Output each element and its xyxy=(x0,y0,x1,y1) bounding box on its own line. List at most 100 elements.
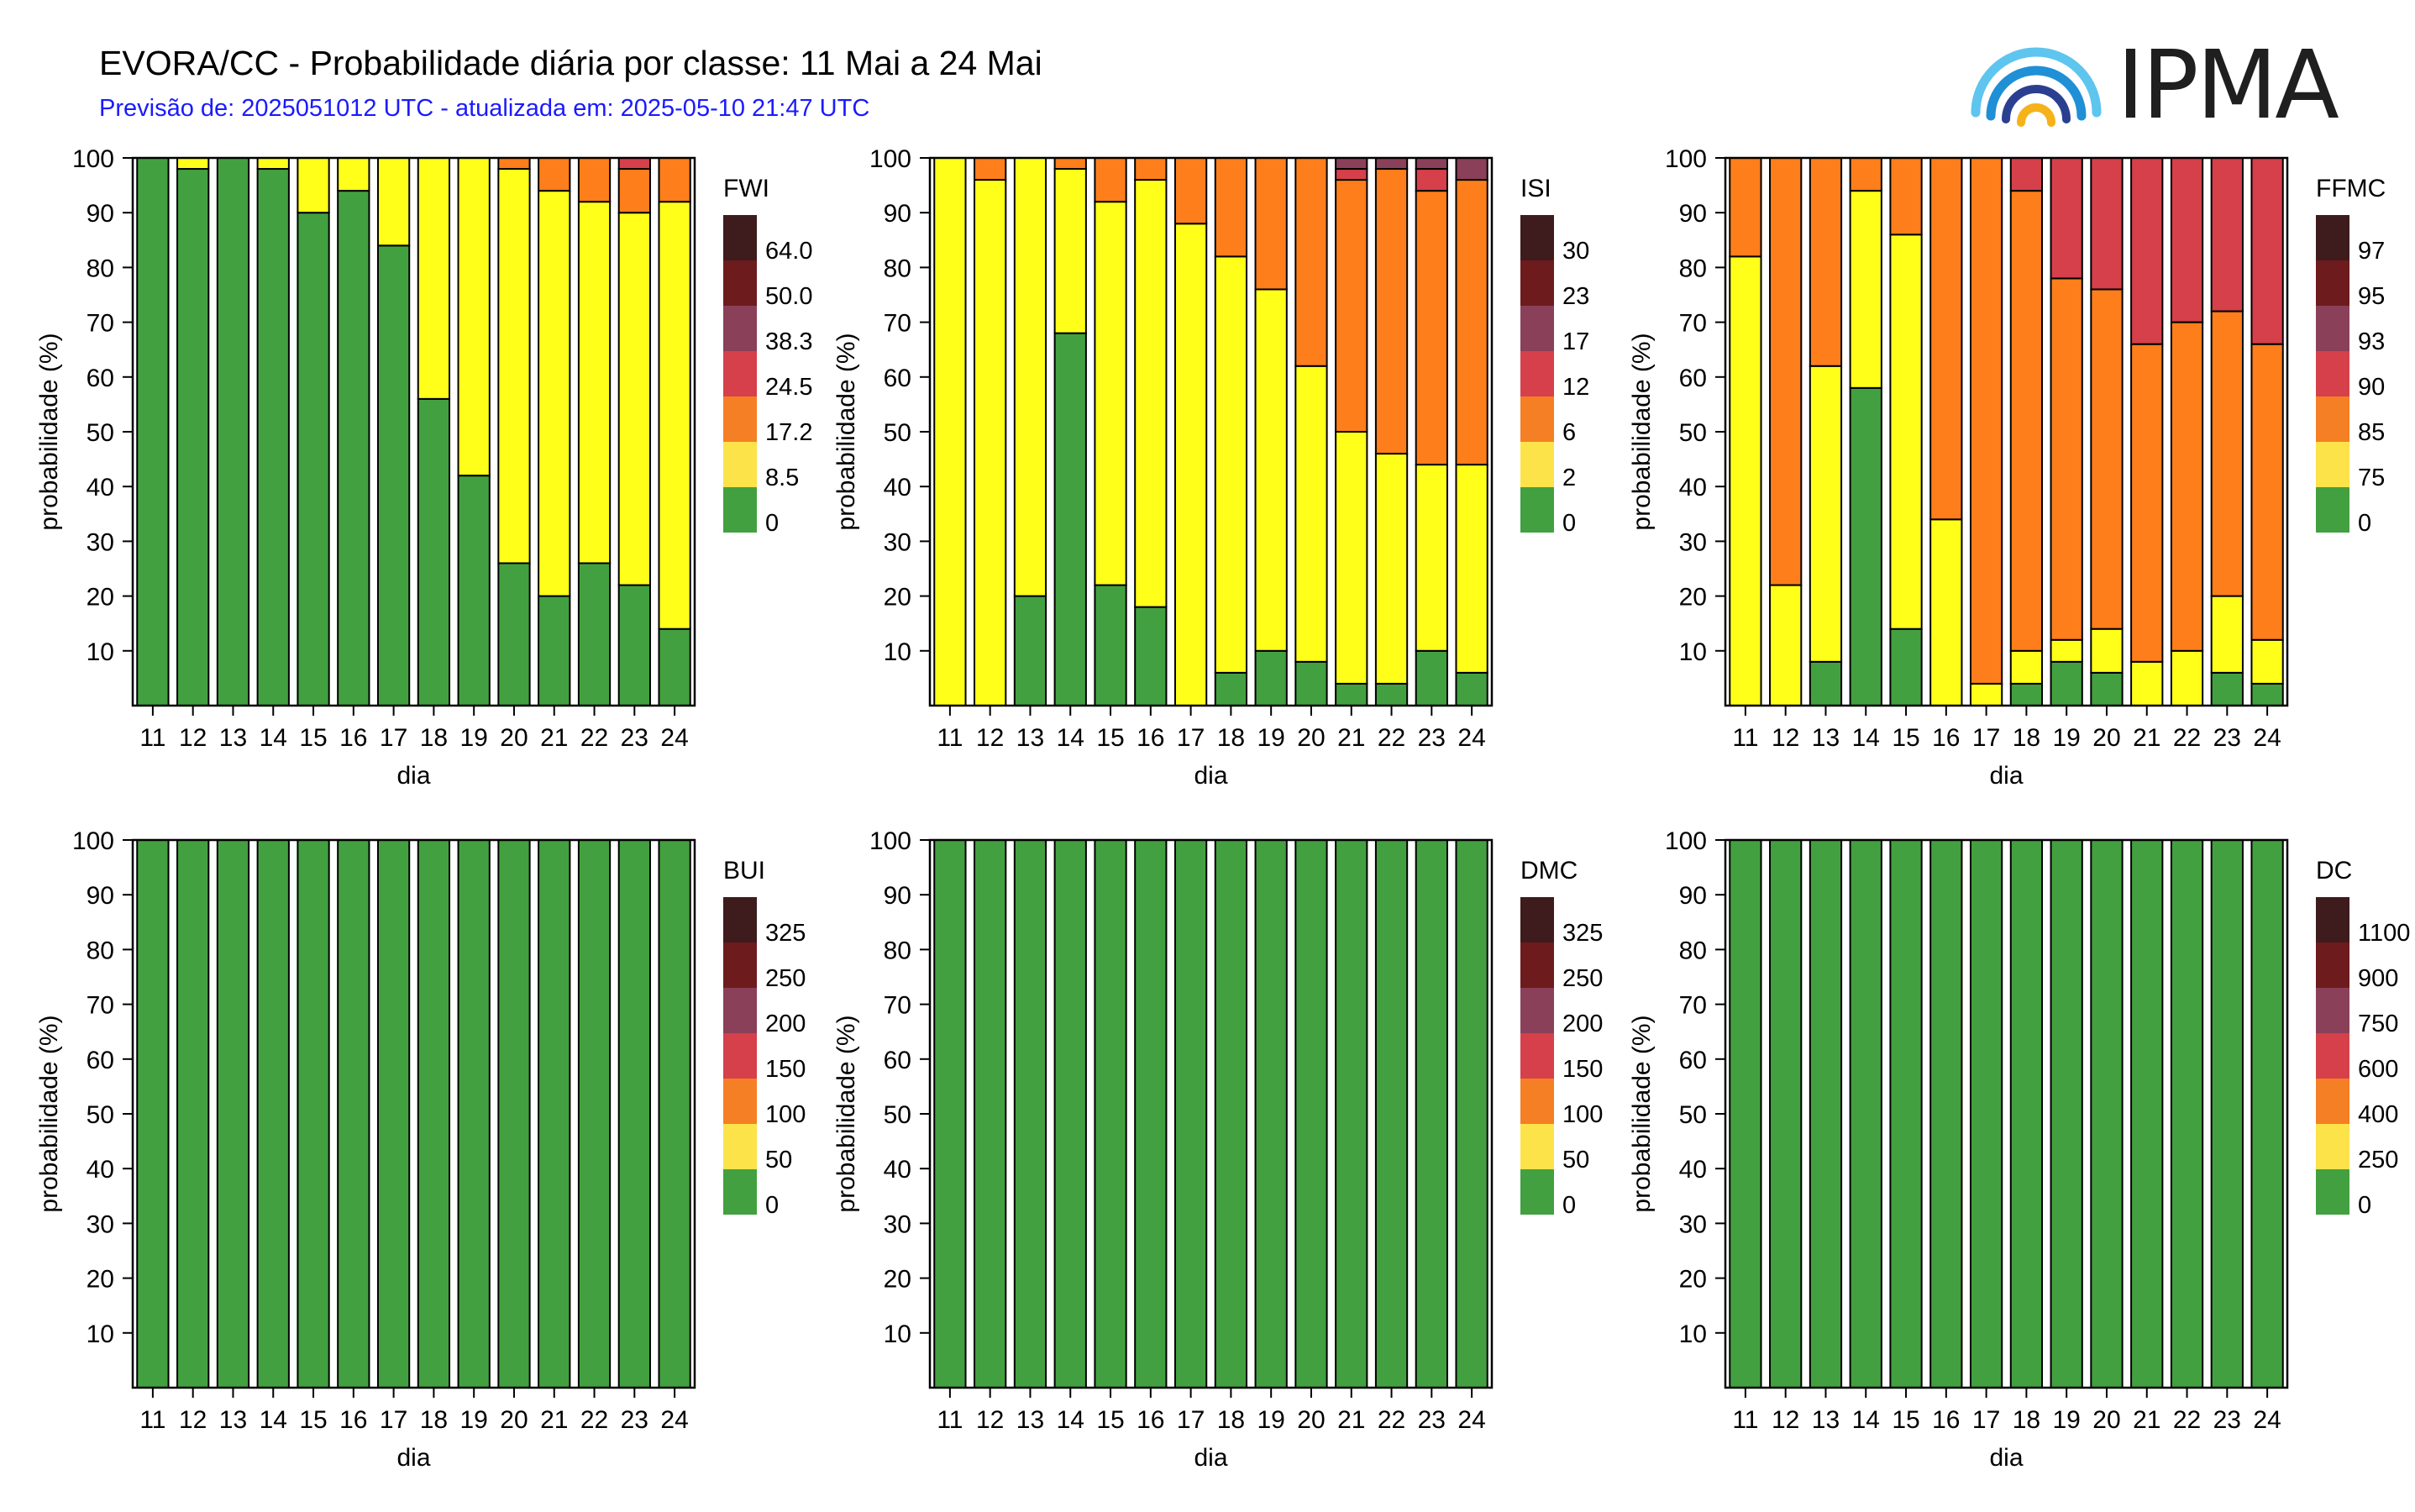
bar-segment xyxy=(2210,310,2244,597)
y-tick-label: 80 xyxy=(884,937,911,964)
bar-segment xyxy=(176,157,210,171)
legend-swatch xyxy=(2316,215,2349,260)
x-tick-label: 17 xyxy=(1177,724,1205,752)
y-tick-label: 50 xyxy=(87,419,114,447)
x-tick-label: 15 xyxy=(1892,724,1919,752)
x-tick-label: 15 xyxy=(299,724,327,752)
y-tick-label: 30 xyxy=(87,528,114,556)
bar-segment xyxy=(1415,168,1448,192)
chart-panel-dc: 10 20 30 40 50 60 70 80 90 100 11 12 13 14 15 16 17 18 19 2… xyxy=(1628,827,2410,1472)
bar-segment xyxy=(1929,839,1963,1389)
legend-title: DMC xyxy=(1520,857,1578,885)
y-tick-label: 90 xyxy=(884,882,911,910)
bar-segment xyxy=(538,157,571,192)
bar-segment xyxy=(497,562,531,706)
bar-segment xyxy=(1455,157,1488,181)
x-axis-label: dia xyxy=(1194,1444,1227,1472)
bar-segment xyxy=(136,157,170,706)
legend-label: 0 xyxy=(1562,510,1576,537)
y-tick-label: 90 xyxy=(1679,200,1707,228)
legend-swatch xyxy=(2316,1033,2349,1079)
legend-label: 50.0 xyxy=(765,283,812,310)
y-tick-label: 60 xyxy=(87,1047,114,1074)
x-tick-label: 11 xyxy=(1732,1406,1758,1434)
bar-segment xyxy=(577,839,612,1389)
bar-segment xyxy=(1094,584,1127,706)
legend-swatch xyxy=(723,942,757,988)
bar-segment xyxy=(2009,157,2044,192)
bar-segment xyxy=(1254,839,1288,1389)
y-tick-label: 10 xyxy=(1679,638,1707,666)
bar-segment xyxy=(617,839,651,1389)
bar-segment xyxy=(1415,649,1448,706)
bar-segment xyxy=(1809,839,1843,1389)
x-axis-label: dia xyxy=(1194,762,1227,790)
bar-segment xyxy=(1455,179,1488,466)
legend-title: BUI xyxy=(723,857,765,885)
bar-segment xyxy=(1455,839,1488,1389)
legend-label: 30 xyxy=(1562,238,1589,265)
y-tick-label: 10 xyxy=(87,638,114,666)
bar-segment xyxy=(1769,584,1803,706)
legend-label: 97 xyxy=(2358,238,2385,265)
x-tick-label: 21 xyxy=(1337,1406,1365,1434)
legend-label: 200 xyxy=(765,1011,806,1037)
bar-segment xyxy=(2250,682,2284,706)
ipma-logo-text: IPMA xyxy=(2117,31,2339,140)
bar-segment xyxy=(617,212,651,586)
bar-segment xyxy=(1294,157,1328,367)
bar-segment xyxy=(1094,201,1127,586)
legend-swatch xyxy=(723,988,757,1033)
legend-swatch xyxy=(723,442,757,487)
y-tick-label: 40 xyxy=(1679,474,1707,501)
bar-segment xyxy=(1849,386,1882,706)
y-axis-label: probabilidade (%) xyxy=(1628,1015,1656,1212)
y-tick-label: 40 xyxy=(1679,1156,1707,1184)
bar-segment xyxy=(297,839,330,1389)
legend-swatch xyxy=(1520,442,1554,487)
legend-label: 100 xyxy=(1562,1101,1603,1128)
legend-swatch xyxy=(2316,1079,2349,1124)
legend-label: 325 xyxy=(1562,920,1603,947)
bar-segment xyxy=(1214,157,1248,258)
x-tick-label: 24 xyxy=(2253,1406,2281,1434)
x-tick-label: 16 xyxy=(1137,1406,1164,1434)
x-tick-label: 14 xyxy=(260,724,287,752)
y-tick-label: 30 xyxy=(1679,528,1707,556)
legend-swatch xyxy=(723,487,757,533)
bar-segment xyxy=(1053,157,1087,171)
x-tick-label: 21 xyxy=(540,724,568,752)
legend-swatch xyxy=(2316,396,2349,442)
y-axis-label: probabilidade (%) xyxy=(35,1015,63,1212)
legend-label: 150 xyxy=(765,1056,806,1083)
y-tick-label: 20 xyxy=(884,1266,911,1294)
x-tick-label: 18 xyxy=(1217,724,1245,752)
bar-segment xyxy=(497,168,531,564)
legend-swatch xyxy=(723,306,757,351)
bar-segment xyxy=(2130,839,2164,1389)
y-tick-label: 40 xyxy=(884,1156,911,1184)
y-tick-label: 80 xyxy=(884,255,911,282)
x-tick-label: 24 xyxy=(2253,724,2281,752)
bar-segment xyxy=(538,190,571,597)
bar-segment xyxy=(1335,839,1368,1389)
bar-segment xyxy=(2050,638,2083,663)
legend-label: 1100 xyxy=(2358,920,2410,947)
x-tick-label: 11 xyxy=(139,1406,165,1434)
bar-segment xyxy=(337,839,370,1389)
bar-segment xyxy=(1969,682,2003,706)
x-axis-label: dia xyxy=(1989,1444,2023,1472)
x-tick-label: 17 xyxy=(1972,724,2000,752)
x-tick-label: 12 xyxy=(1772,724,1799,752)
bar-segment xyxy=(2009,649,2044,685)
x-tick-label: 11 xyxy=(937,724,963,752)
legend-swatch xyxy=(2316,306,2349,351)
x-tick-label: 24 xyxy=(1457,1406,1485,1434)
y-tick-label: 20 xyxy=(884,584,911,612)
bar-segment xyxy=(1374,839,1409,1389)
x-tick-label: 12 xyxy=(179,1406,207,1434)
legend-label: 900 xyxy=(2358,965,2398,992)
bar-segment xyxy=(1013,839,1047,1389)
